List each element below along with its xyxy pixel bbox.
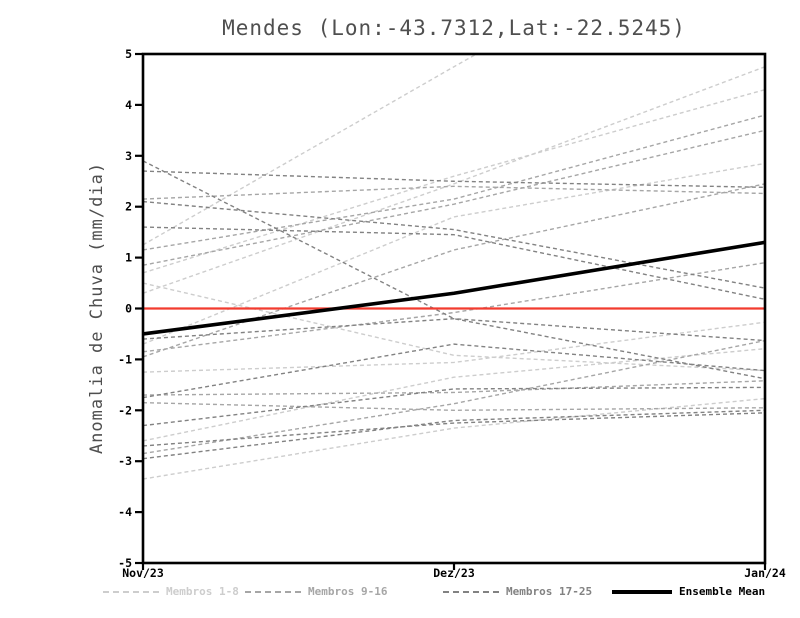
legend-label-membros-17-25: Membros 17-25 [506,585,593,598]
legend-swatch-ensemble-mean [612,589,672,594]
member-line [143,348,765,442]
y-tick-label: 3 [125,149,132,163]
member-line [143,162,765,345]
y-tick-label: -2 [118,403,132,417]
legend-label-membros-9-16: Membros 9-16 [308,585,388,598]
member-line [143,261,765,353]
member-line [143,321,765,373]
legend-swatch-membros-17-25 [443,590,499,593]
member-line [143,343,765,399]
member-line [143,66,765,294]
y-tick-label: -1 [118,352,132,366]
legend-label-ensemble-mean: Ensemble Mean [679,585,766,598]
x-tick-label: Jan/24 [744,566,786,580]
member-line [143,185,765,200]
legend-label-membros-1-8: Membros 1-8 [166,585,239,598]
member-line [143,282,765,372]
member-line [143,317,765,342]
member-line [143,226,765,301]
member-line [143,129,765,266]
y-tick-label: -3 [118,454,132,468]
ensemble-mean-line [142,240,766,336]
member-line [143,160,765,380]
y-tick-label: 0 [125,302,132,316]
member-line [143,54,478,246]
legend-item-membros-17-25: Membros 17-25 [443,585,592,598]
member-line [143,183,765,358]
member-line [143,386,765,427]
member-line [143,88,765,274]
legend-item-membros-9-16: Membros 9-16 [245,585,387,598]
member-line [143,412,765,447]
y-tick-label: 1 [125,251,132,265]
x-tick-label: Nov/23 [122,566,164,580]
member-line [143,409,765,460]
y-tick-label: 5 [125,47,132,61]
legend-item-ensemble-mean: Ensemble Mean [612,585,765,598]
chart-title: Mendes (Lon:-43.7312,Lat:-22.5245) [222,16,686,40]
member-line [143,200,765,289]
member-line [143,380,765,396]
legend-swatch-membros-1-8 [103,590,159,593]
member-line [143,339,765,455]
legend-swatch-membros-9-16 [245,590,301,593]
y-tick-label: 2 [125,200,132,214]
member-line [143,401,765,412]
y-tick-label: -4 [118,505,132,519]
y-tick-label: 4 [125,98,132,112]
x-tick-label: Dez/23 [433,566,475,580]
legend-item-membros-1-8: Membros 1-8 [103,585,239,598]
member-line [143,170,765,189]
member-line [143,397,765,480]
member-line [143,114,765,251]
y-tick-label: -5 [118,556,132,570]
